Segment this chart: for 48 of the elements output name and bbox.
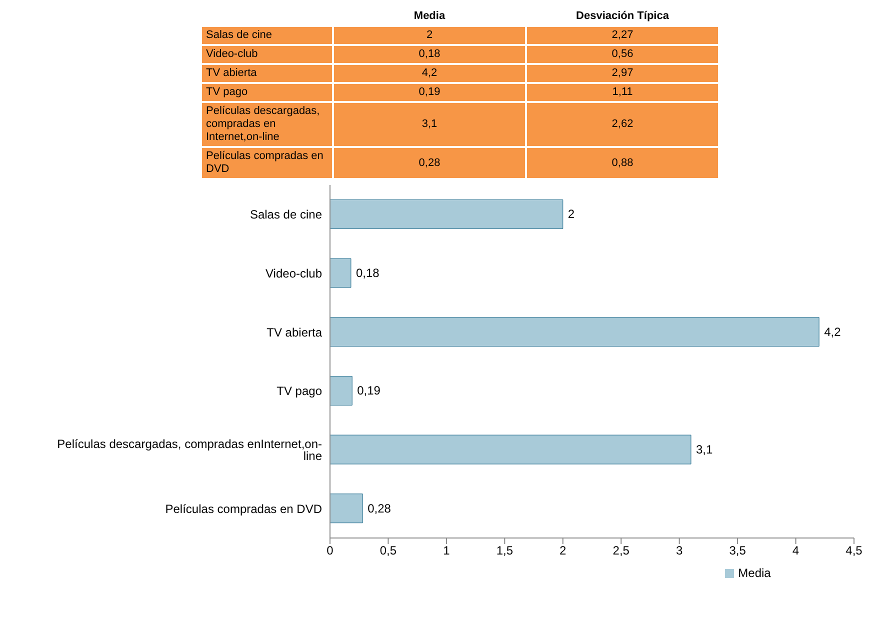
bar [330, 258, 352, 288]
y-tick-label: Salas de cine [250, 208, 322, 222]
bar [330, 317, 820, 347]
data-label: 0,18 [333, 45, 526, 64]
y-tick-label: Películas compradas en DVD [165, 502, 322, 516]
data-label: 0,88 [526, 147, 719, 179]
data-label: 4,2 [333, 64, 526, 83]
row-header-cell: TV abierta [201, 64, 333, 83]
data-label: 1,11 [526, 83, 719, 102]
x-tick-label: 2 [560, 544, 567, 558]
x-tick-label: 3 [676, 544, 683, 558]
y-tick-label: TV pago [276, 384, 322, 398]
y-tick-label: Películas descargadas, compradas enInternet,on- line [57, 437, 322, 464]
data-label: 2 [333, 26, 526, 45]
y-tick-label: Video-club [266, 266, 322, 281]
legend-label: Media [738, 566, 771, 580]
y-tick-label: TV abierta [266, 325, 322, 340]
data-label: 0,18 [356, 266, 380, 280]
data-label: 3,1 [333, 102, 526, 147]
x-tick-label: 3,5 [729, 544, 746, 558]
data-label: 0,19 [357, 384, 381, 398]
data-label: 0,56 [526, 45, 719, 64]
data-label: 0,28 [368, 501, 392, 516]
data-label: 3,1 [696, 442, 713, 457]
x-tick-label: 2,5 [612, 544, 630, 558]
data-label: 0,28 [333, 147, 526, 179]
x-tick-label: 1,5 [496, 544, 514, 558]
x-tick-label: Desviación Típica [575, 9, 670, 24]
bar [330, 199, 564, 229]
bar [330, 494, 363, 524]
bar [330, 434, 692, 464]
data-label: 2 [568, 207, 575, 222]
data-label: 4,2 [824, 324, 842, 339]
x-tick-label: 4 [792, 544, 800, 558]
row-header-cell: TV pago [201, 83, 333, 102]
x-tick-label: 1 [443, 544, 450, 558]
row-header-cell: Salas de cine [201, 26, 333, 45]
row-header-cell: Películas compradas en DVD [201, 147, 333, 179]
data-label: 2,27 [526, 26, 719, 45]
x-tick-label: 0,5 [380, 544, 397, 558]
x-tick-label: 0 [326, 544, 334, 558]
data-label: 2,62 [526, 102, 719, 147]
data-label: 0,19 [333, 83, 526, 102]
row-header-cell: Películas descargadas, compradas en Internet,on-line [201, 102, 333, 147]
x-tick-label: 4,5 [846, 544, 863, 558]
bar [330, 376, 352, 406]
row-header-cell: Video-club [201, 45, 333, 64]
data-label: 2,97 [526, 64, 719, 83]
